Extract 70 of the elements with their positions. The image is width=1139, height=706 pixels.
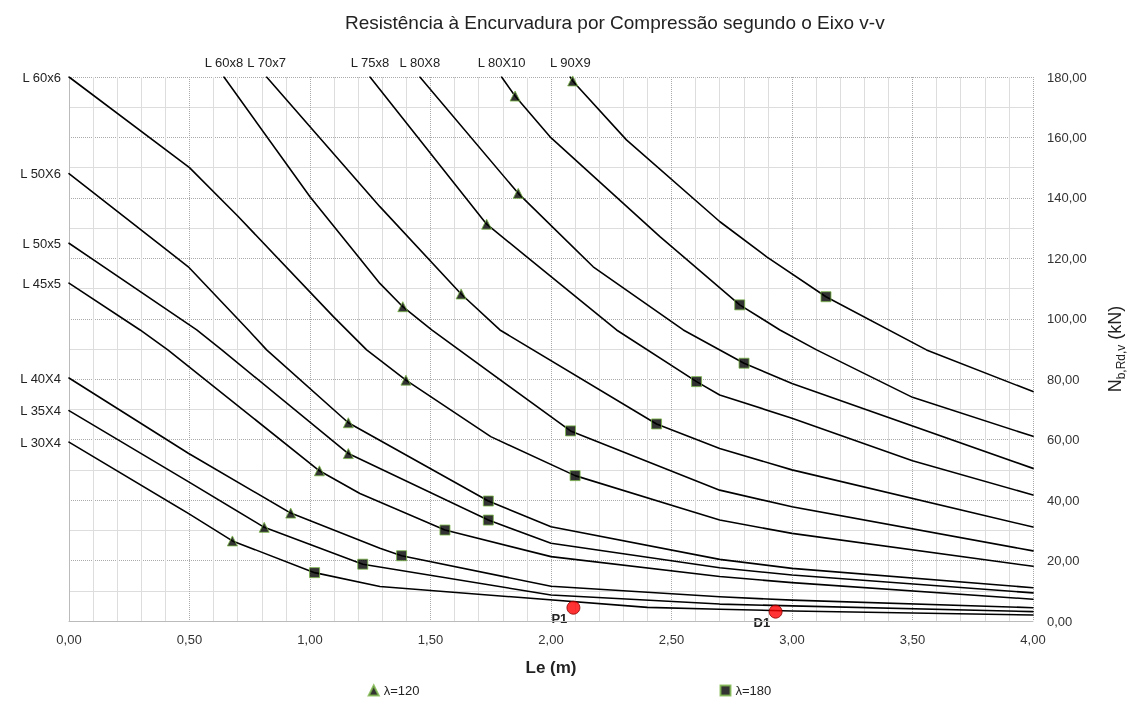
y-tick-label: 160,00: [1047, 129, 1087, 145]
point: [396, 550, 408, 562]
x-tick-label: 0,00: [56, 632, 82, 647]
point: [567, 75, 579, 87]
point: [481, 218, 493, 230]
y-tick-label: 100,00: [1047, 311, 1087, 327]
point: [482, 514, 494, 526]
y-tick-label: 20,00: [1047, 553, 1080, 569]
y-tick-label: 80,00: [1047, 371, 1080, 387]
series-label: L 40X4: [20, 370, 61, 386]
line-series: [68, 409, 1034, 613]
series-label: L 70x7: [247, 55, 286, 70]
x-axis-title: Le (m): [525, 658, 577, 677]
point: [734, 299, 746, 311]
point: [820, 291, 832, 303]
point: [226, 535, 238, 547]
chart-title: Resistência à Encurvadura por Compressão segundo o Eixo v-v: [345, 12, 886, 33]
series-label: L 90X9: [549, 55, 591, 70]
point: [482, 495, 494, 507]
y-axis-title: Nb,Rd,v (kN): [1105, 305, 1128, 393]
series-label: L 80X8: [399, 55, 441, 70]
x-tick-label: 1,50: [417, 632, 444, 647]
y-tick-label: 120,00: [1047, 250, 1087, 266]
point: [400, 374, 412, 386]
point: [512, 187, 524, 199]
point: [397, 301, 409, 313]
point: [285, 507, 297, 519]
series-label: L 50x5: [22, 235, 61, 251]
point: [258, 521, 270, 533]
y-tick-label: 0,00: [1047, 613, 1073, 629]
x-tick-label: 2,00: [538, 632, 564, 647]
point: [565, 425, 577, 437]
point: [439, 524, 451, 536]
point: [342, 417, 354, 429]
x-tick-label: 4,00: [1020, 632, 1046, 647]
y-tick-label: 140,00: [1047, 190, 1087, 206]
point: [768, 604, 783, 619]
x-tick-label: 3,50: [899, 632, 926, 647]
y-tick-label: 60,00: [1047, 432, 1080, 448]
series-label: L 60x6: [22, 69, 61, 85]
point: [738, 357, 750, 369]
series-label: L 75x8: [350, 55, 390, 70]
x-tick-label: 2,50: [658, 632, 685, 647]
series-label: L 80X10: [477, 55, 526, 70]
x-tick-label: 3,00: [779, 632, 805, 647]
series-label: L 50X6: [20, 166, 61, 182]
point: [357, 558, 369, 570]
line-series: [68, 377, 1034, 609]
line-series: [68, 172, 1034, 589]
point: [455, 288, 467, 300]
legend-label: λ=180: [735, 683, 772, 698]
series-label: L 45x5: [22, 275, 61, 291]
legend-label: λ=120: [383, 683, 420, 698]
y-tick-label: 40,00: [1047, 492, 1080, 508]
series-label: L 30X4: [20, 434, 61, 450]
line-series: [569, 76, 1034, 393]
x-tick-label: 1,00: [297, 632, 323, 647]
series-label: L 60x8: [204, 55, 244, 70]
x-tick-label: 0,50: [176, 632, 203, 647]
series-label: L 35X4: [20, 403, 61, 419]
point: [309, 567, 321, 579]
point: [569, 470, 581, 482]
point: [509, 90, 521, 102]
point: [651, 418, 663, 430]
line-series: [500, 76, 1034, 438]
point: [342, 448, 354, 460]
point: [313, 465, 325, 477]
point: [691, 376, 703, 388]
point: [566, 600, 581, 615]
y-tick-label: 180,00: [1047, 69, 1087, 85]
